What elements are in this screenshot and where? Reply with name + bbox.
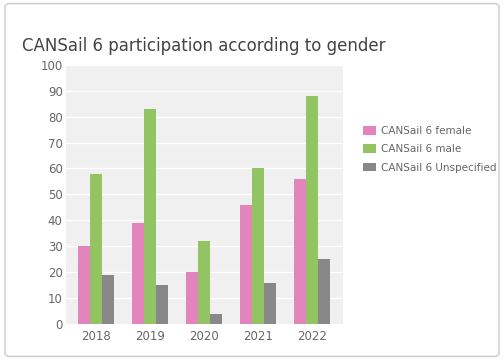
Bar bbox=[78, 246, 90, 324]
Bar bbox=[306, 96, 318, 324]
Bar bbox=[240, 205, 252, 324]
Bar bbox=[144, 109, 156, 324]
Bar bbox=[132, 223, 144, 324]
Bar bbox=[252, 168, 264, 324]
Bar bbox=[198, 241, 210, 324]
Bar bbox=[294, 179, 306, 324]
Bar bbox=[102, 275, 114, 324]
Bar bbox=[264, 283, 276, 324]
Title: CANSail 6 participation according to gender: CANSail 6 participation according to gen… bbox=[22, 37, 386, 55]
Legend: CANSail 6 female, CANSail 6 male, CANSail 6 Unspecified: CANSail 6 female, CANSail 6 male, CANSai… bbox=[359, 122, 500, 177]
Bar bbox=[156, 285, 168, 324]
Bar bbox=[210, 314, 222, 324]
Bar bbox=[90, 174, 102, 324]
Bar bbox=[186, 272, 198, 324]
Bar bbox=[318, 259, 330, 324]
